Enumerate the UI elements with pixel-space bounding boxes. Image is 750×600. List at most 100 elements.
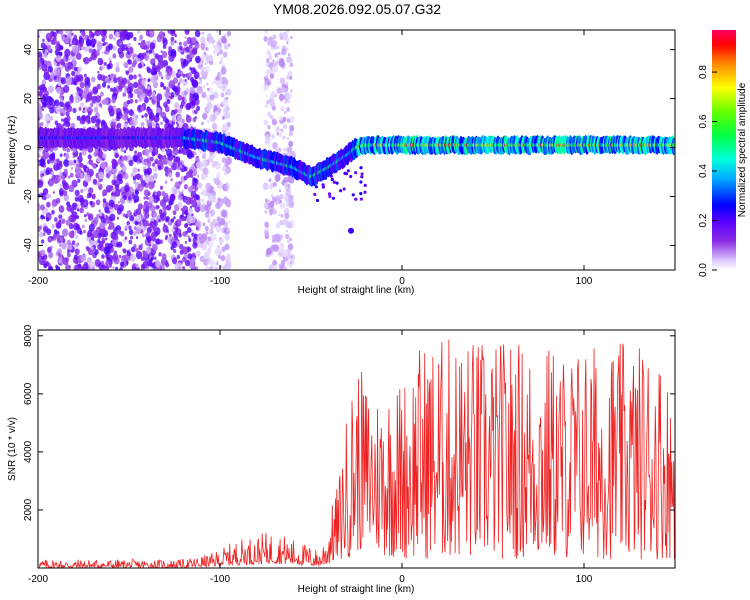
- noise-blob: [174, 40, 177, 44]
- noise-blob: [65, 56, 69, 60]
- noise-blob: [216, 262, 219, 266]
- noise-blob: [160, 82, 165, 88]
- noise-blob: [136, 236, 139, 240]
- noise-blob: [149, 175, 155, 182]
- noise-blob: [94, 249, 99, 256]
- snr-frame: [37, 329, 676, 569]
- noise-blob: [42, 38, 45, 42]
- noise-blob: [221, 209, 228, 218]
- noise-blob: [183, 90, 188, 96]
- noise-blob: [130, 254, 137, 262]
- noise-blob: [178, 266, 181, 270]
- tail-blob: [360, 175, 364, 179]
- noise-blob: [146, 246, 152, 254]
- noise-blob: [165, 262, 170, 268]
- noise-blob: [178, 194, 183, 201]
- noise-blob: [187, 207, 193, 215]
- noise-blob: [73, 243, 77, 248]
- noise-blob: [173, 257, 177, 261]
- tail-blob: [339, 189, 343, 193]
- noise-blob: [194, 186, 199, 191]
- noise-blob: [90, 52, 97, 61]
- noise-blob: [158, 209, 163, 214]
- noise-blob: [189, 96, 193, 102]
- noise-blob: [272, 142, 278, 150]
- noise-blob: [203, 51, 207, 56]
- noise-blob: [268, 62, 273, 68]
- noise-blob: [58, 105, 61, 110]
- tail-blob: [348, 227, 354, 234]
- noise-blob: [108, 74, 111, 78]
- noise-blob: [55, 107, 59, 111]
- noise-blob: [287, 118, 291, 123]
- noise-blob: [176, 114, 182, 122]
- tail-blob: [335, 181, 339, 185]
- colorbar-tick-label: 0.2: [698, 213, 709, 227]
- noise-blob: [173, 33, 177, 36]
- noise-blob: [117, 173, 123, 182]
- noise-blob: [278, 59, 285, 68]
- noise-blob: [98, 171, 105, 180]
- noise-blob: [276, 132, 279, 136]
- noise-blob: [264, 198, 268, 203]
- noise-blob: [128, 225, 132, 230]
- noise-blob: [39, 158, 45, 166]
- noise-blob: [174, 87, 179, 93]
- noise-blob: [183, 47, 186, 51]
- noise-blob: [126, 250, 131, 257]
- noise-blob: [222, 123, 228, 132]
- noise-blob: [188, 186, 194, 193]
- noise-blob: [114, 153, 119, 159]
- noise-blob: [272, 196, 277, 203]
- noise-blob: [110, 121, 116, 129]
- noise-blob: [269, 200, 275, 208]
- noise-blob: [112, 159, 118, 167]
- noise-blob: [79, 47, 82, 51]
- noise-blob: [95, 164, 98, 168]
- noise-blob: [146, 49, 149, 54]
- noise-blob: [43, 90, 49, 97]
- noise-blob: [209, 113, 216, 122]
- noise-blob: [149, 156, 154, 162]
- noise-blob: [51, 175, 54, 179]
- noise-blob: [190, 123, 193, 127]
- noise-blob: [174, 102, 180, 109]
- noise-blob: [80, 102, 84, 108]
- noise-blob: [176, 123, 180, 127]
- noise-blob: [159, 112, 164, 117]
- noise-blob: [56, 86, 62, 94]
- noise-blob: [65, 76, 73, 85]
- noise-blob: [59, 30, 64, 35]
- noise-blob: [101, 37, 106, 43]
- noise-blob: [49, 34, 53, 40]
- noise-blob: [59, 243, 62, 247]
- noise-blob: [220, 67, 227, 75]
- noise-blob: [51, 224, 55, 229]
- spectrogram-y-ticks: -40 -20 0 20 40: [23, 44, 675, 253]
- noise-blob: [111, 97, 116, 104]
- noise-blob: [52, 191, 55, 194]
- noise-blob: [133, 74, 137, 80]
- noise-blob: [42, 52, 48, 59]
- noise-blob: [88, 223, 95, 232]
- noise-blob: [47, 85, 54, 94]
- noise-blob: [56, 162, 62, 171]
- noise-blob: [223, 43, 229, 50]
- noise-blob: [44, 113, 51, 122]
- noise-blob: [150, 205, 156, 213]
- noise-blob: [195, 55, 201, 64]
- noise-blob: [56, 179, 59, 183]
- noise-blob: [225, 166, 232, 174]
- noise-blob: [266, 49, 271, 56]
- noise-blob: [285, 91, 292, 101]
- noise-blob: [158, 154, 164, 161]
- noise-blob: [70, 216, 76, 223]
- noise-blob: [283, 176, 287, 180]
- noise-blob: [188, 169, 193, 176]
- noise-blob: [49, 153, 55, 161]
- noise-blob: [95, 199, 101, 206]
- noise-blob: [152, 70, 158, 76]
- noise-blob: [128, 109, 134, 116]
- tail-blob: [321, 183, 325, 187]
- noise-blob: [113, 77, 118, 84]
